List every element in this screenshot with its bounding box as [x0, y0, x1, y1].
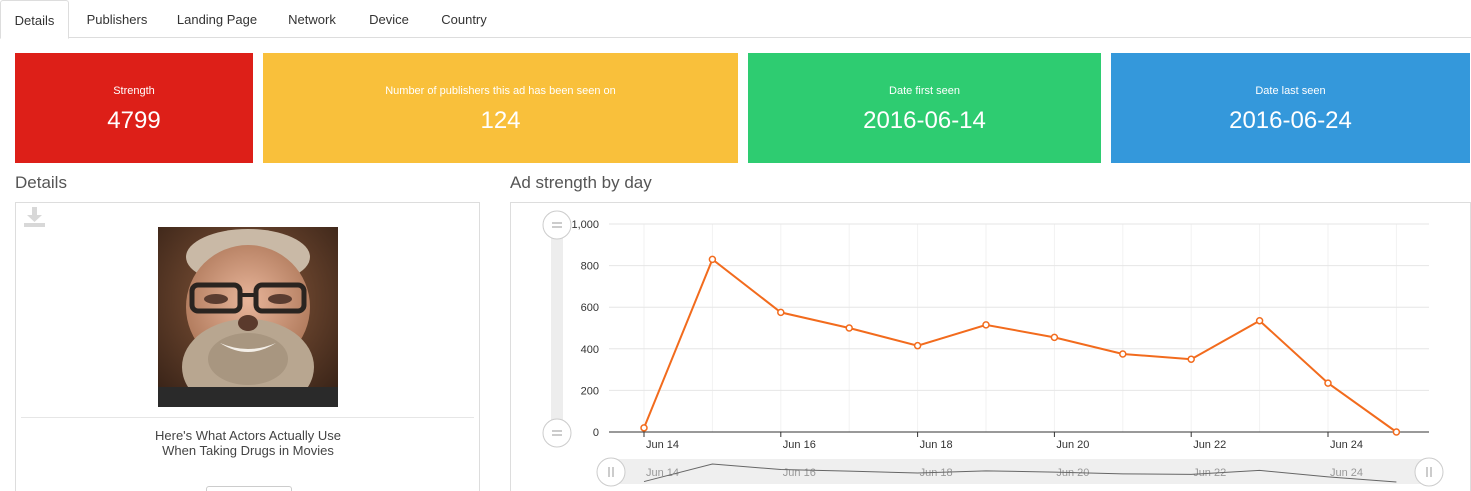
publishers-label: Number of publishers this ad has been se… — [385, 85, 616, 97]
y-tick-label: 200 — [581, 385, 599, 397]
last-seen-value: 2016-06-24 — [1229, 107, 1352, 134]
ad-image — [158, 227, 338, 407]
download-icon[interactable] — [22, 205, 46, 229]
navigator-series-line — [643, 463, 1397, 483]
tab-network[interactable]: Network — [288, 12, 336, 27]
tab-device[interactable]: Device — [369, 12, 409, 27]
x-tick-label: Jun 14 — [646, 439, 679, 451]
strength-value: 4799 — [107, 107, 161, 134]
y-tick-label: 1,000 — [571, 219, 599, 231]
details-heading: Details — [15, 173, 67, 192]
y-range-handle-bottom[interactable] — [542, 418, 572, 448]
data-point[interactable] — [1255, 316, 1264, 325]
divider — [21, 417, 474, 418]
first-seen-stat-box: Date first seen 2016-06-14 — [748, 53, 1101, 163]
navigator-tick-label: Jun 16 — [783, 467, 816, 479]
details-panel: Here's What Actors Actually Use When Tak… — [15, 202, 480, 491]
tab-publishers[interactable]: Publishers — [86, 12, 148, 27]
data-point[interactable] — [1119, 350, 1127, 358]
y-tick-label: 800 — [581, 261, 599, 273]
x-tick-label: Jun 18 — [920, 439, 953, 451]
data-point[interactable] — [640, 424, 648, 432]
data-point[interactable] — [1187, 355, 1195, 363]
tab-bar: Details Publishers Landing Page Network … — [0, 0, 1471, 39]
y-range-track — [551, 225, 563, 433]
chart-heading: Ad strength by day — [510, 173, 652, 192]
x-tick-label: Jun 24 — [1330, 439, 1363, 451]
data-point[interactable] — [777, 308, 785, 317]
y-tick-label: 600 — [581, 302, 599, 314]
x-tick-label: Jun 22 — [1193, 439, 1226, 451]
series-line — [643, 257, 1397, 433]
publishers-value: 124 — [480, 107, 521, 134]
tab-landing-page[interactable]: Landing Page — [176, 12, 258, 27]
strength-stat-box: Strength 4799 — [15, 53, 253, 163]
first-seen-value: 2016-06-14 — [863, 107, 986, 134]
ad-view-button[interactable] — [206, 486, 292, 491]
data-point[interactable] — [1050, 333, 1059, 342]
strength-line-chart: 0 200 400 600 800 1,000 Jun 14 Jun 16 Jun 18 Jun … — [542, 210, 1444, 487]
navigator-handle-right[interactable] — [1414, 457, 1444, 487]
y-tick-label: 0 — [593, 427, 599, 439]
data-point[interactable] — [1392, 428, 1401, 436]
tab-country[interactable]: Country — [441, 12, 487, 27]
chart-panel: 0 200 400 600 800 1,000 Jun 14 Jun 16 Jun 18 Jun … — [510, 202, 1471, 491]
x-tick-label: Jun 20 — [1056, 439, 1089, 451]
last-seen-stat-box: Date last seen 2016-06-24 — [1111, 53, 1470, 163]
data-point[interactable] — [708, 255, 717, 264]
strength-label: Strength — [113, 85, 155, 97]
publishers-stat-box: Number of publishers this ad has been se… — [263, 53, 738, 163]
tab-details[interactable]: Details — [0, 0, 69, 39]
ad-title[interactable]: Here's What Actors Actually Use When Tak… — [155, 428, 341, 458]
data-point[interactable] — [1324, 379, 1332, 387]
y-tick-label: 400 — [581, 344, 599, 356]
last-seen-label: Date last seen — [1255, 85, 1326, 97]
navigator-tick-label: Jun 24 — [1330, 467, 1363, 479]
y-range-handle-top[interactable] — [542, 210, 572, 240]
navigator-tick-label: Jun 14 — [646, 467, 679, 479]
data-point[interactable] — [845, 324, 853, 332]
first-seen-label: Date first seen — [889, 85, 960, 97]
data-point[interactable] — [982, 321, 990, 329]
navigator-handle-left[interactable] — [596, 457, 626, 487]
data-point[interactable] — [913, 341, 922, 350]
x-tick-label: Jun 16 — [783, 439, 816, 451]
navigator-tick-label: Jun 18 — [920, 467, 953, 479]
